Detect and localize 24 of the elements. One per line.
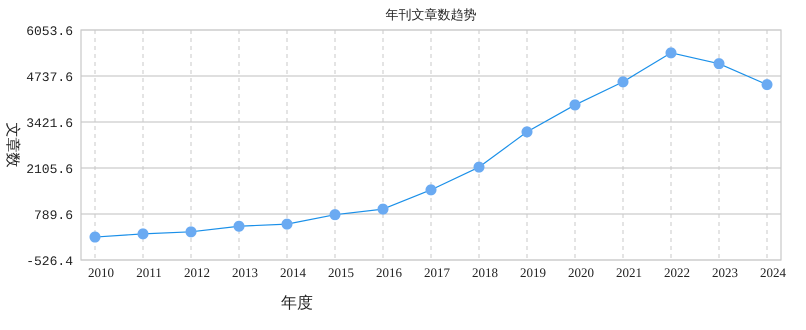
x-tick-label: 2016	[376, 265, 402, 280]
y-tick-label: 4737.6	[26, 70, 73, 85]
x-tick-label: 2019	[520, 265, 546, 280]
y-axis-title: 文章数	[4, 122, 21, 168]
x-tick-label: 2017	[424, 265, 450, 280]
y-tick-label: 6053.6	[26, 24, 73, 39]
y-tick-label: 3421.6	[26, 116, 73, 131]
x-tick-label: 2020	[568, 265, 594, 280]
x-tick-label: 2014	[280, 265, 306, 280]
x-tick-label: 2013	[232, 265, 258, 280]
x-tick-label: 2010	[88, 265, 114, 280]
x-tick-label: 2023	[712, 265, 738, 280]
y-tick-label: 789.6	[34, 208, 73, 223]
x-tick-label: 2024	[760, 265, 786, 280]
chart-title: 年刊文章数趋势	[386, 7, 476, 22]
x-tick-label: 2011	[136, 265, 162, 280]
y-tick-label: 2105.6	[26, 162, 73, 177]
x-tick-label: 2018	[472, 265, 498, 280]
x-tick-label: 2012	[184, 265, 210, 280]
x-tick-label: 2021	[616, 265, 642, 280]
y-tick-label: -526.4	[26, 254, 74, 269]
x-tick-label: 2015	[328, 265, 354, 280]
x-axis-title: 年度	[281, 294, 313, 312]
x-tick-label: 2022	[664, 265, 690, 280]
